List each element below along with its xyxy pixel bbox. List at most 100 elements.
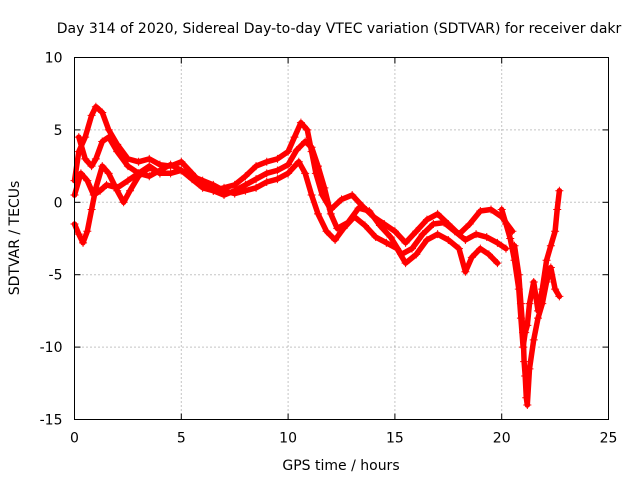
data-point (230, 189, 239, 198)
data-point (241, 172, 250, 181)
data-point (412, 250, 421, 259)
data-point (177, 166, 186, 175)
data-point (296, 118, 305, 127)
data-point (220, 186, 229, 195)
data-point (501, 220, 510, 229)
data-point (354, 204, 363, 213)
series-satellite-pass-6 (510, 241, 564, 410)
data-point (87, 205, 96, 214)
data-point (393, 244, 402, 253)
series-line (71, 159, 501, 275)
data-point (546, 241, 555, 250)
data-point (241, 186, 250, 195)
data-point (284, 160, 293, 169)
data-point (407, 244, 416, 253)
data-point (365, 206, 374, 215)
data-point (337, 195, 346, 204)
data-point (292, 146, 301, 155)
data-point (87, 162, 96, 171)
data-point (91, 154, 100, 163)
data-point (422, 235, 431, 244)
data-point (87, 111, 96, 120)
data-series (70, 102, 564, 410)
data-point (339, 224, 348, 233)
data-point (198, 176, 207, 185)
data-point (506, 234, 515, 243)
data-point (252, 183, 261, 192)
data-point (273, 166, 282, 175)
data-point (83, 227, 92, 236)
data-point (444, 235, 453, 244)
data-point (294, 157, 303, 166)
y-tick-label: 5 (54, 123, 63, 139)
data-point (348, 191, 357, 200)
data-point (454, 244, 463, 253)
chart-title: Day 314 of 2020, Sidereal Day-to-day VTE… (57, 21, 622, 37)
x-tick-label: 5 (177, 431, 186, 447)
data-point (83, 176, 92, 185)
data-point (360, 221, 369, 230)
data-point (551, 285, 560, 294)
data-point (514, 270, 523, 279)
data-point (493, 259, 502, 268)
data-point (461, 235, 470, 244)
data-point (401, 238, 410, 247)
data-point (525, 364, 534, 373)
data-point (476, 206, 485, 215)
data-point (484, 250, 493, 259)
data-point (375, 221, 384, 230)
data-point (314, 162, 323, 171)
data-point (440, 218, 449, 227)
data-point (119, 198, 128, 207)
data-point (390, 227, 399, 236)
data-point (252, 175, 261, 184)
data-point (476, 244, 485, 253)
y-tick-label: -10 (40, 340, 63, 356)
data-point (529, 277, 538, 286)
data-point (412, 227, 421, 236)
data-point (418, 230, 427, 239)
data-point (98, 108, 107, 117)
y-tick-label: 10 (45, 51, 63, 67)
data-point (555, 292, 564, 301)
data-point (551, 227, 560, 236)
data-point (198, 183, 207, 192)
data-point (542, 277, 551, 286)
data-point (467, 253, 476, 262)
y-axis-label: SDTVAR / TECUs (7, 181, 23, 296)
data-point (487, 205, 496, 214)
y-tick-label: -15 (40, 413, 63, 429)
data-point (123, 162, 132, 171)
data-point (522, 393, 531, 402)
data-point (555, 186, 564, 195)
data-point (429, 220, 438, 229)
data-point (123, 176, 132, 185)
data-point (102, 180, 111, 189)
data-point (538, 299, 547, 308)
data-point (510, 241, 519, 250)
data-point (401, 259, 410, 268)
y-tick-label: -5 (49, 268, 63, 284)
data-point (91, 102, 100, 111)
data-point (76, 169, 85, 178)
data-point (104, 169, 113, 178)
data-point (273, 154, 282, 163)
data-point (525, 299, 534, 308)
data-point (307, 143, 316, 152)
data-point (91, 183, 100, 192)
data-point (290, 133, 299, 142)
series-line (71, 103, 516, 246)
data-point (433, 209, 442, 218)
data-point (177, 157, 186, 166)
data-point (450, 227, 459, 236)
data-point (145, 154, 154, 163)
data-point (301, 137, 310, 146)
data-point (301, 169, 310, 178)
data-point (322, 227, 331, 236)
data-point (81, 154, 90, 163)
data-point (74, 230, 83, 239)
data-point (331, 235, 340, 244)
data-point (433, 230, 442, 239)
data-point (113, 147, 122, 156)
